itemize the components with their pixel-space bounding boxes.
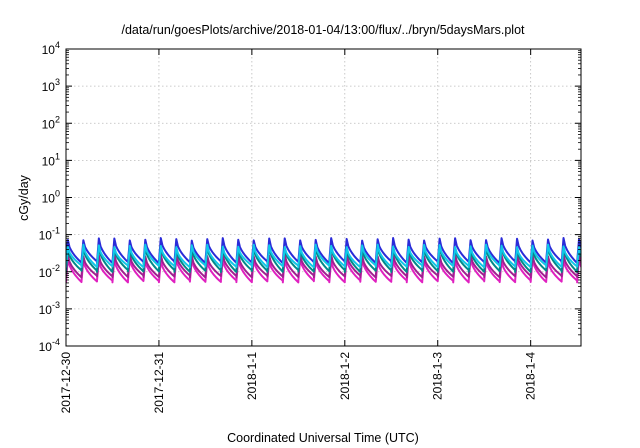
x-axis: 2017-12-30 2017-12-31 2018-1-1 2018-1-2 2018… xyxy=(59,49,538,413)
y-axis-label: cGy/day xyxy=(17,174,31,221)
x-tick-label: 2018-1-1 xyxy=(245,352,259,400)
x-axis-label: Coordinated Universal Time (UTC) xyxy=(227,431,419,445)
y-tick-label: 102 xyxy=(42,114,60,131)
y-tick-label: 104 xyxy=(42,40,60,57)
y-tick-label: 10-4 xyxy=(39,337,60,354)
x-tick-label: 2017-12-30 xyxy=(59,352,73,414)
series-line xyxy=(66,252,581,279)
y-tick-label: 10-3 xyxy=(39,300,60,317)
y-tick-label: 100 xyxy=(42,189,60,206)
series-group xyxy=(66,237,581,284)
x-tick-label: 2017-12-31 xyxy=(152,352,166,414)
x-tick-label: 2018-1-3 xyxy=(431,352,445,400)
series-line xyxy=(66,256,581,284)
x-tick-label: 2018-1-4 xyxy=(524,352,538,400)
series-line xyxy=(66,243,581,269)
chart-title: /data/run/goesPlots/archive/2018-01-04/1… xyxy=(121,23,525,37)
y-tick-label: 101 xyxy=(42,151,60,168)
y-tick-label: 10-1 xyxy=(39,226,60,243)
y-tick-label: 10-2 xyxy=(39,263,60,280)
y-axis: 10-4 10-3 10-2 10-1 100 101 102 103 104 xyxy=(39,40,581,354)
series-line xyxy=(66,245,581,273)
x-tick-label: 2018-1-2 xyxy=(338,352,352,400)
y-tick-label: 103 xyxy=(42,77,60,94)
